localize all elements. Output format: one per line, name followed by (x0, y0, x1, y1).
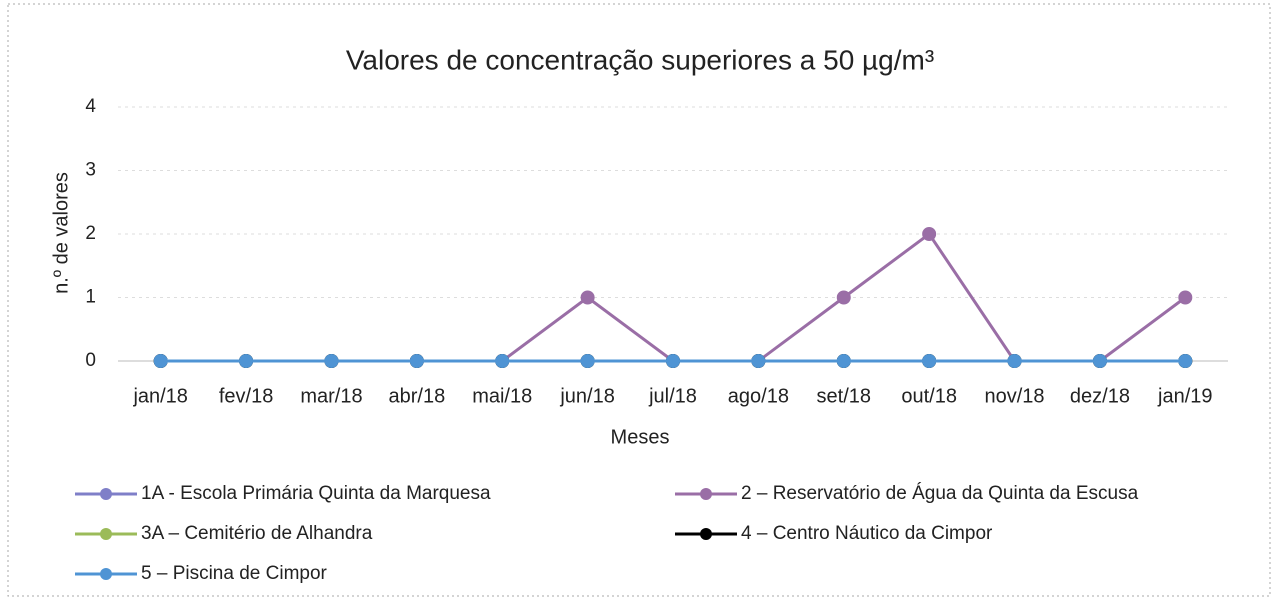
data-point (1092, 354, 1107, 368)
data-point (922, 354, 937, 368)
data-point (409, 354, 424, 368)
x-tick-label: jan/19 (1157, 385, 1213, 407)
y-tick-label: 2 (85, 223, 96, 244)
data-point (1178, 354, 1193, 368)
x-axis-label: Meses (611, 426, 670, 448)
legend-label: 4 – Centro Náutico da Cimpor (741, 523, 993, 544)
x-tick-label: dez/18 (1070, 385, 1130, 407)
x-tick-label: jun/18 (559, 385, 615, 407)
x-tick-label: out/18 (901, 385, 957, 407)
legend-label: 3A – Cemitério de Alhandra (141, 523, 373, 544)
x-tick-label: abr/18 (388, 385, 445, 407)
data-point (751, 354, 766, 368)
data-point (239, 354, 254, 368)
y-tick-label: 3 (85, 160, 96, 181)
legend-marker (700, 528, 712, 540)
data-point (836, 354, 851, 368)
data-point (666, 354, 680, 368)
legend-marker (100, 488, 112, 500)
x-tick-label: mai/18 (472, 385, 532, 407)
data-point (580, 290, 595, 305)
data-point (1007, 354, 1022, 368)
legend-marker (100, 528, 112, 540)
x-tick-label: fev/18 (219, 385, 273, 407)
y-tick-label: 4 (85, 96, 96, 117)
data-point (153, 354, 168, 368)
x-tick-label: nov/18 (985, 385, 1045, 407)
y-tick-label: 0 (85, 350, 96, 371)
data-point (922, 227, 937, 241)
x-tick-label: jul/18 (648, 385, 697, 407)
legend-label: 2 – Reservatório de Água da Quinta da Es… (741, 483, 1139, 504)
legend-marker (100, 568, 112, 580)
x-tick-label: ago/18 (728, 385, 789, 407)
data-point (580, 354, 595, 368)
chart-border (7, 3, 1271, 597)
x-tick-label: set/18 (817, 385, 871, 407)
x-tick-label: jan/18 (132, 385, 188, 407)
data-point (1178, 290, 1193, 305)
y-tick-label: 1 (85, 287, 96, 308)
legend-label: 1A - Escola Primária Quinta da Marquesa (141, 483, 491, 504)
legend-marker (700, 488, 712, 500)
chart-title: Valores de concentração superiores a 50 … (346, 44, 934, 75)
legend-label: 5 – Piscina de Cimpor (141, 563, 328, 584)
data-point (324, 354, 339, 368)
data-point (836, 290, 851, 305)
x-tick-label: mar/18 (300, 385, 362, 407)
y-axis-label: n.º de valores (50, 172, 72, 294)
data-point (495, 354, 510, 368)
